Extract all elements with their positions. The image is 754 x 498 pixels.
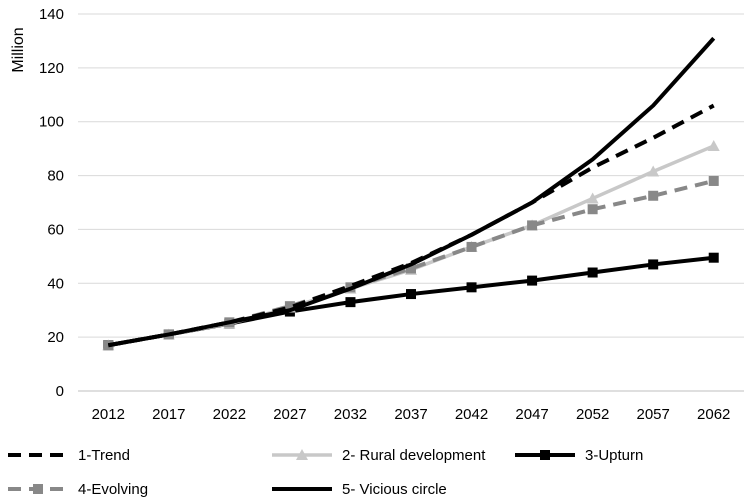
- x-tick-label: 2057: [636, 406, 669, 423]
- point-marker: [527, 275, 538, 286]
- legend-marker: [33, 484, 43, 494]
- point-marker: [587, 267, 598, 278]
- legend-item-5-vicious-circle: 5- Vicious circle: [272, 481, 447, 498]
- legend-item-1-trend: 1-Trend: [8, 447, 130, 464]
- y-tick-label: 20: [47, 329, 64, 346]
- point-marker: [708, 175, 719, 186]
- series-lines: [102, 36, 720, 351]
- series-line-1-trend: [107, 103, 715, 348]
- series-line-5-vicious-circle: [107, 36, 716, 348]
- legend-marker: [296, 449, 308, 460]
- legend-marker: [540, 450, 550, 460]
- point-marker: [406, 289, 416, 300]
- y-tick-label: 120: [39, 60, 64, 77]
- point-marker: [587, 204, 598, 215]
- legend-label: 1-Trend: [78, 447, 130, 464]
- series-2-rural-development: [102, 139, 720, 351]
- gridlines: [78, 13, 744, 338]
- legend: 1-Trend 2- Rural development 3-Upturn 4-Evo…: [8, 447, 643, 498]
- point-marker: [647, 165, 660, 177]
- point-marker: [466, 282, 477, 293]
- x-tick-label: 2017: [152, 406, 185, 423]
- x-tick-label: 2052: [576, 406, 609, 423]
- point-marker: [284, 301, 295, 312]
- series-1-trend: [107, 103, 715, 348]
- x-tick-label: 2042: [455, 406, 488, 423]
- y-axis-ticks: 0 20 40 60 80 100 120 140: [39, 6, 64, 400]
- legend-label: 3-Upturn: [585, 447, 643, 464]
- legend-item-2-rural-development: 2- Rural development: [272, 447, 486, 464]
- x-tick-label: 2062: [697, 406, 730, 423]
- legend-label: 4-Evolving: [78, 481, 148, 498]
- y-tick-label: 60: [47, 221, 64, 238]
- y-tick-label: 80: [47, 168, 64, 185]
- x-tick-label: 2037: [394, 406, 427, 423]
- legend-item-3-upturn: 3-Upturn: [515, 447, 643, 464]
- x-tick-label: 2047: [515, 406, 548, 423]
- point-marker: [586, 192, 599, 204]
- point-marker: [708, 252, 719, 263]
- point-marker: [707, 139, 720, 151]
- x-axis-ticks: 2012 2017 2022 2027 2032 2037 2042 2047 2052 2057…: [92, 406, 731, 423]
- y-tick-label: 40: [47, 275, 64, 292]
- point-marker: [466, 241, 477, 252]
- point-marker: [406, 263, 416, 274]
- y-tick-label: 0: [56, 383, 64, 400]
- y-tick-label: 100: [39, 114, 64, 131]
- series-5-vicious-circle: [107, 36, 716, 348]
- x-tick-label: 2032: [334, 406, 367, 423]
- legend-item-4-evolving: 4-Evolving: [8, 481, 148, 498]
- x-tick-label: 2012: [92, 406, 125, 423]
- point-marker: [648, 190, 659, 201]
- x-tick-label: 2022: [213, 406, 246, 423]
- y-tick-label: 140: [39, 6, 64, 23]
- x-tick-label: 2027: [273, 406, 306, 423]
- point-marker: [527, 220, 538, 231]
- y-axis-label: Million: [10, 27, 27, 72]
- legend-label: 2- Rural development: [342, 447, 486, 464]
- legend-label: 5- Vicious circle: [342, 481, 447, 498]
- point-marker: [345, 297, 356, 308]
- point-marker: [648, 259, 659, 270]
